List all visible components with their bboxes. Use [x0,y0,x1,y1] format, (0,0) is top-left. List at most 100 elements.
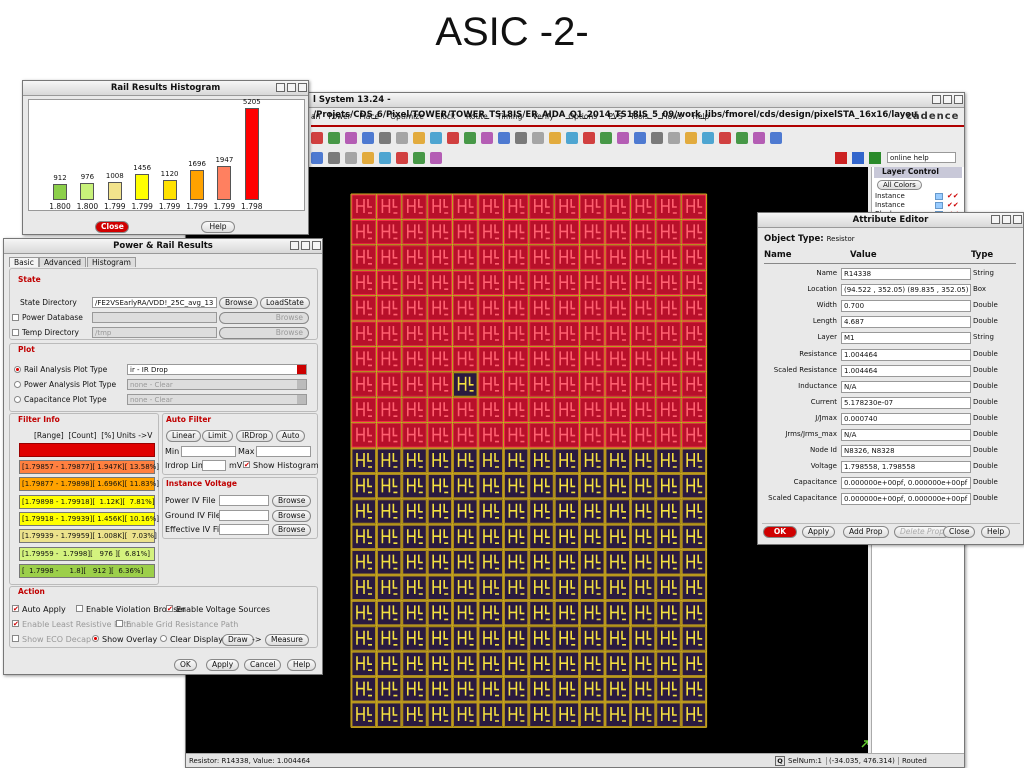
text-field[interactable]: /FE2VSEarlyRA/VDD!_25C_avg_13 [92,297,217,308]
text-field[interactable] [219,524,269,535]
tab[interactable]: Histogram [87,257,136,267]
tool-icon[interactable] [549,132,561,144]
tool-icon[interactable] [430,132,442,144]
attribute-value[interactable]: 0.000000e+00pf, 0.000000e+00pf [841,493,971,506]
text-field[interactable] [181,446,236,457]
tool-icon[interactable] [651,132,663,144]
text-field[interactable] [219,495,269,506]
window-control[interactable] [287,83,296,92]
button[interactable]: Help [981,526,1011,538]
tool-icon[interactable] [685,132,697,144]
button[interactable]: Help [287,659,317,671]
button[interactable]: Browse [272,495,312,507]
filter-row[interactable]: [1.79877 - 1.79898][ 1.696K][ 11.83%] [19,477,159,492]
menu-item[interactable]: Flows [661,112,683,121]
attribute-value[interactable]: M1 [841,332,971,345]
filter-row[interactable]: [1.79918 - 1.79939][ 1.456K][ 10.16%] [19,511,159,526]
tool-icon[interactable] [634,132,646,144]
layer-visibility[interactable]: ✔✔ [947,201,959,209]
window-control[interactable] [312,241,321,250]
window-control[interactable] [1013,215,1022,224]
tool-icon[interactable] [498,132,510,144]
layer-swatch[interactable] [935,193,943,200]
menu-item[interactable]: Tools [630,112,649,121]
tool-icon[interactable] [345,132,357,144]
tool-icon[interactable] [617,132,629,144]
radio[interactable] [14,380,21,388]
tool-icon[interactable] [852,152,864,164]
dropdown-arrow[interactable] [297,395,306,404]
button[interactable]: OK [763,526,797,538]
tool-icon[interactable] [379,132,391,144]
dropdown[interactable]: ir - IR Drop [127,364,307,375]
button[interactable]: Browse [272,509,312,522]
button[interactable]: Linear [166,430,202,442]
menu-item[interactable]: an [311,112,321,121]
help-field[interactable]: online help [887,152,956,163]
attribute-value[interactable]: N8326, N8328 [841,445,971,458]
attribute-value[interactable]: 1.004464 [841,364,971,377]
option[interactable]: Enable Violation Browser [76,605,186,614]
close-button[interactable]: Close [95,221,129,233]
button[interactable]: Apply [206,659,240,671]
option[interactable]: Show ECO Decap [12,635,91,644]
filter-row[interactable]: [1.79939 - 1.79959][ 1.008K][ 7.03%] [19,529,157,544]
tab[interactable]: Basic [9,257,39,267]
text-field[interactable] [256,446,311,457]
filter-row[interactable]: [1.79959 - 1.7998][ 976 ][ 6.81%] [19,546,155,561]
button[interactable]: IRDrop [236,430,274,442]
option[interactable]: ✔ Enable Voltage Sources [166,605,270,614]
help-button[interactable]: Help [201,221,235,233]
menu-item[interactable]: Place [359,112,380,121]
option[interactable]: ✔ Auto Apply [12,605,66,614]
button[interactable]: Browse [219,327,309,339]
tool-icon[interactable] [770,132,782,144]
text-field[interactable] [202,460,226,471]
checkbox[interactable] [12,313,19,321]
tool-icon[interactable] [379,152,391,164]
text-field[interactable]: /tmp [92,327,217,338]
checkbox[interactable] [116,620,123,627]
tool-icon[interactable] [668,132,680,144]
tool-icon[interactable] [719,132,731,144]
radio[interactable] [14,365,21,373]
radio[interactable] [92,635,99,642]
menu-item[interactable]: Help [692,112,710,121]
layer-visibility[interactable]: ✔✔ [947,192,959,200]
attribute-value[interactable]: 4.687 [841,316,971,329]
menu-item[interactable]: Power [328,112,351,121]
attribute-value[interactable]: N/A [841,380,971,393]
layer-name[interactable]: Instance [875,192,905,200]
button[interactable]: Measure [265,634,309,646]
attribute-value[interactable]: R14338 [841,268,971,280]
attribute-value[interactable]: 1.798558, 1.798558 [841,461,971,474]
tool-icon[interactable] [413,132,425,144]
attribute-value[interactable]: (94.522 , 352.05) (89.835 , 352.05) [841,284,971,297]
window-control[interactable] [932,95,941,104]
button[interactable]: Apply [802,526,836,538]
tool-icon[interactable] [311,152,323,164]
tool-icon[interactable] [328,132,340,144]
text-field[interactable] [92,312,217,323]
dropdown-arrow[interactable] [297,380,306,389]
query-button[interactable]: Q [775,756,785,766]
option[interactable]: Enable Grid Resistance Path [116,620,238,629]
checkbox[interactable]: ✔ [12,605,19,613]
tab[interactable]: Advanced [39,257,87,267]
radio[interactable] [160,635,167,642]
tool-icon[interactable] [447,132,459,144]
tool-icon[interactable] [702,132,714,144]
window-control[interactable] [943,95,952,104]
all-colors-button[interactable]: All Colors [877,180,922,190]
attribute-value[interactable]: 0.000740 [841,412,971,425]
tool-icon[interactable] [532,132,544,144]
menu-item[interactable]: PVS [608,112,623,121]
button[interactable]: Browse [219,297,259,309]
filter-row[interactable]: [1.79898 - 1.79918][ 1.12K][ 7.81%] [19,494,155,509]
button[interactable]: Draw [222,634,254,646]
window-control[interactable] [298,83,307,92]
button[interactable]: Delete Prop [894,526,950,538]
tool-icon[interactable] [362,152,374,164]
radio-option[interactable]: Power Analysis Plot Type [14,380,116,389]
tool-icon[interactable] [515,132,527,144]
